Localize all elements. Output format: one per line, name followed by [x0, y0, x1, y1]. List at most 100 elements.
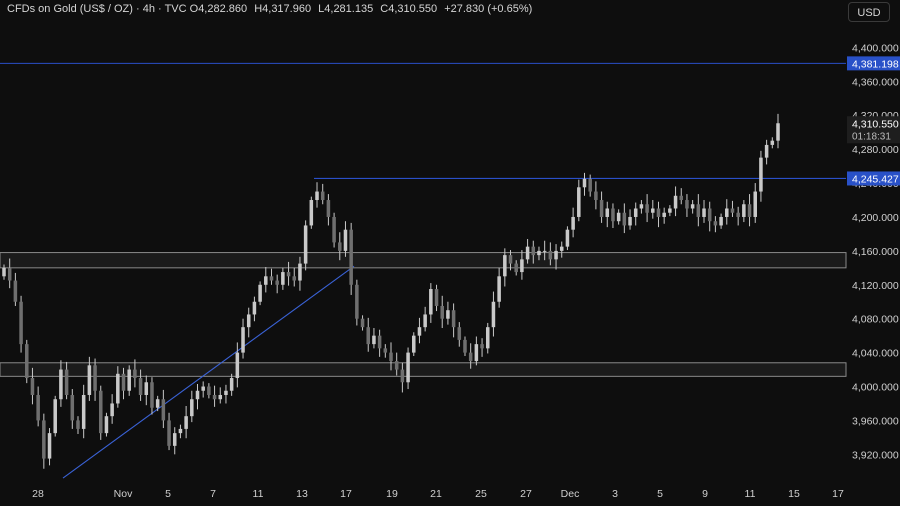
- candle: [229, 373, 234, 396]
- level-label-2: 4,245.427: [852, 173, 899, 185]
- candle: [70, 389, 75, 429]
- candle: [605, 201, 610, 228]
- candle-body: [172, 433, 177, 446]
- candle: [559, 241, 564, 258]
- candle-body: [110, 403, 114, 417]
- candle-body: [246, 314, 251, 328]
- candle-body: [451, 310, 456, 328]
- candle-body: [491, 301, 496, 328]
- candle-body: [326, 200, 331, 217]
- x-tick-label: 11: [253, 488, 264, 500]
- interval-label[interactable]: 4h: [142, 3, 155, 15]
- candle: [292, 267, 297, 287]
- candle: [269, 268, 274, 285]
- candle: [713, 216, 718, 233]
- candle: [742, 200, 746, 223]
- candle-body: [343, 229, 348, 251]
- candle: [349, 222, 353, 295]
- candle-body: [87, 365, 92, 395]
- candle-body: [571, 216, 575, 230]
- candle: [531, 240, 536, 264]
- source-label: TVC: [164, 3, 187, 15]
- candle: [264, 266, 268, 293]
- candle-body: [554, 250, 558, 260]
- candle: [611, 203, 615, 228]
- candle-body: [190, 399, 194, 417]
- candle: [548, 242, 553, 266]
- y-tick-label: 3,960.000: [852, 415, 899, 427]
- symbol-name[interactable]: CFDs on Gold (US$ / OZ): [7, 3, 133, 15]
- candle: [286, 261, 291, 286]
- candle-body: [81, 394, 86, 429]
- candle-body: [332, 216, 336, 243]
- candle-body: [178, 428, 183, 434]
- candle-body: [19, 301, 23, 345]
- candle: [747, 194, 752, 227]
- candle: [520, 250, 524, 280]
- high-value: 4,317.960: [262, 3, 312, 15]
- candle: [480, 338, 484, 357]
- open-value: 4,282.860: [198, 3, 248, 15]
- candle: [121, 367, 126, 400]
- candle: [2, 264, 6, 280]
- time-axis[interactable]: 28 Nov 5 7 11 13 17 19 21 25 27 Dec 3 5 9 11 15 17: [32, 488, 844, 500]
- candle: [195, 383, 200, 410]
- candle: [406, 347, 410, 390]
- candle-body: [360, 318, 365, 328]
- candle: [503, 248, 507, 287]
- candle: [42, 413, 46, 469]
- candle: [30, 367, 35, 405]
- candle: [212, 385, 217, 407]
- candle: [315, 182, 319, 208]
- candle: [400, 362, 405, 393]
- candle-body: [207, 386, 211, 395]
- candle-body: [673, 195, 678, 209]
- x-tick-label: 19: [386, 488, 398, 500]
- candle-body: [59, 369, 63, 400]
- candle-body: [218, 394, 223, 400]
- candle-body: [656, 208, 661, 217]
- candle-body: [7, 267, 12, 281]
- candle-body: [76, 420, 80, 429]
- currency-button[interactable]: USD: [848, 2, 890, 22]
- ascending-trendline[interactable]: [62, 265, 355, 479]
- candle: [651, 200, 655, 219]
- y-tick-label: 3,920.000: [852, 449, 899, 461]
- x-tick-label: 17: [832, 488, 844, 500]
- x-tick-label: 17: [340, 488, 352, 500]
- candle-body: [264, 276, 268, 285]
- candle: [497, 267, 501, 308]
- candle-body: [269, 276, 274, 281]
- candle: [224, 384, 228, 404]
- x-tick-label: Dec: [561, 488, 580, 500]
- candle: [588, 174, 592, 197]
- candle: [719, 213, 723, 229]
- price-axis[interactable]: 3,920.000 3,960.000 4,000.000 4,040.000 4,08…: [852, 42, 899, 461]
- x-tick-label: 21: [430, 488, 442, 500]
- candle-body: [468, 352, 473, 362]
- trendline-group: [62, 265, 355, 479]
- candle-body: [628, 216, 632, 226]
- candle-body: [514, 263, 518, 273]
- candle-body: [315, 191, 319, 201]
- candle: [508, 250, 513, 271]
- candle-body: [582, 178, 587, 188]
- candle-body: [25, 344, 29, 379]
- candle: [514, 260, 518, 276]
- candle-body: [463, 339, 467, 353]
- candle: [81, 384, 86, 439]
- candle-body: [298, 263, 302, 281]
- candle-body: [719, 216, 723, 226]
- candle: [679, 188, 684, 205]
- candle: [47, 428, 52, 466]
- candle: [53, 395, 57, 437]
- y-tick-label: 4,360.000: [852, 76, 899, 88]
- candle: [468, 343, 473, 369]
- candle: [730, 200, 735, 217]
- horizontal-levels: [0, 62, 846, 180]
- change-value: +27.830 (+0.65%): [444, 3, 533, 15]
- candle-body: [742, 204, 746, 217]
- candle: [64, 361, 69, 400]
- high-label: H: [254, 3, 263, 15]
